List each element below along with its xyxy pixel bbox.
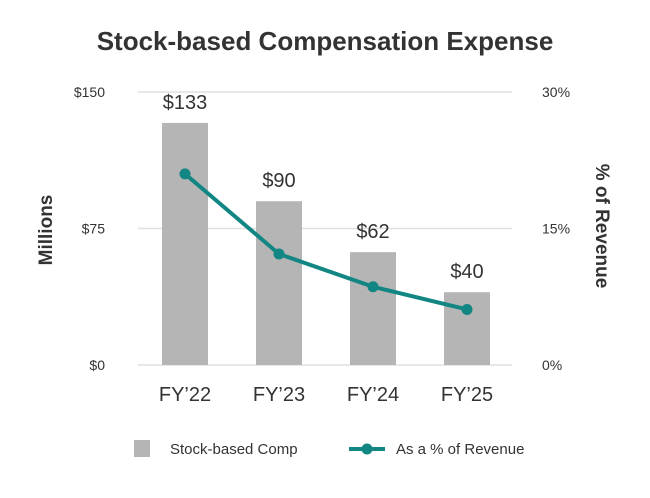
revenue-pct-point bbox=[461, 303, 473, 315]
bar-data-label: $40 bbox=[450, 261, 483, 283]
legend-line-marker bbox=[361, 443, 373, 455]
revenue-pct-point bbox=[273, 248, 285, 260]
category-label: FY’24 bbox=[347, 384, 399, 406]
right-tick-label: 30% bbox=[542, 84, 570, 100]
legend-bar-label: Stock-based Comp bbox=[170, 441, 298, 458]
legend-bar-swatch bbox=[134, 440, 150, 457]
chart-title: Stock-based Compensation Expense bbox=[97, 26, 554, 56]
right-axis-ticks: 0% 15% 30% bbox=[542, 84, 570, 373]
revenue-pct-line bbox=[183, 172, 468, 312]
bar bbox=[444, 292, 490, 365]
left-axis-title: Millions bbox=[36, 195, 57, 266]
legend: Stock-based Comp As a % of Revenue bbox=[134, 440, 524, 458]
bar-series: $133 $90 $62 $40 bbox=[162, 92, 490, 365]
revenue-pct-point bbox=[179, 168, 191, 180]
right-tick-label: 15% bbox=[542, 221, 570, 237]
right-tick-label: 0% bbox=[542, 357, 562, 373]
bar-data-label: $133 bbox=[163, 92, 208, 114]
bar-data-label: $90 bbox=[262, 170, 295, 192]
category-label: FY’25 bbox=[441, 384, 493, 406]
category-labels: FY’22 FY’23 FY’24 FY’25 bbox=[159, 384, 493, 406]
left-tick-label: $0 bbox=[89, 357, 105, 373]
bar bbox=[162, 122, 208, 365]
category-label: FY’23 bbox=[253, 384, 305, 406]
right-axis-title: % of Revenue bbox=[591, 164, 612, 289]
left-axis-ticks: $0 $75 $150 bbox=[74, 84, 105, 373]
left-tick-label: $75 bbox=[82, 221, 106, 237]
bar-data-label: $62 bbox=[356, 221, 389, 243]
category-label: FY’22 bbox=[159, 384, 211, 406]
legend-line-label: As a % of Revenue bbox=[396, 441, 524, 458]
bar bbox=[350, 252, 396, 365]
revenue-pct-point bbox=[367, 281, 379, 293]
bar bbox=[256, 201, 302, 365]
left-tick-label: $150 bbox=[74, 84, 105, 100]
line-series bbox=[179, 168, 473, 315]
